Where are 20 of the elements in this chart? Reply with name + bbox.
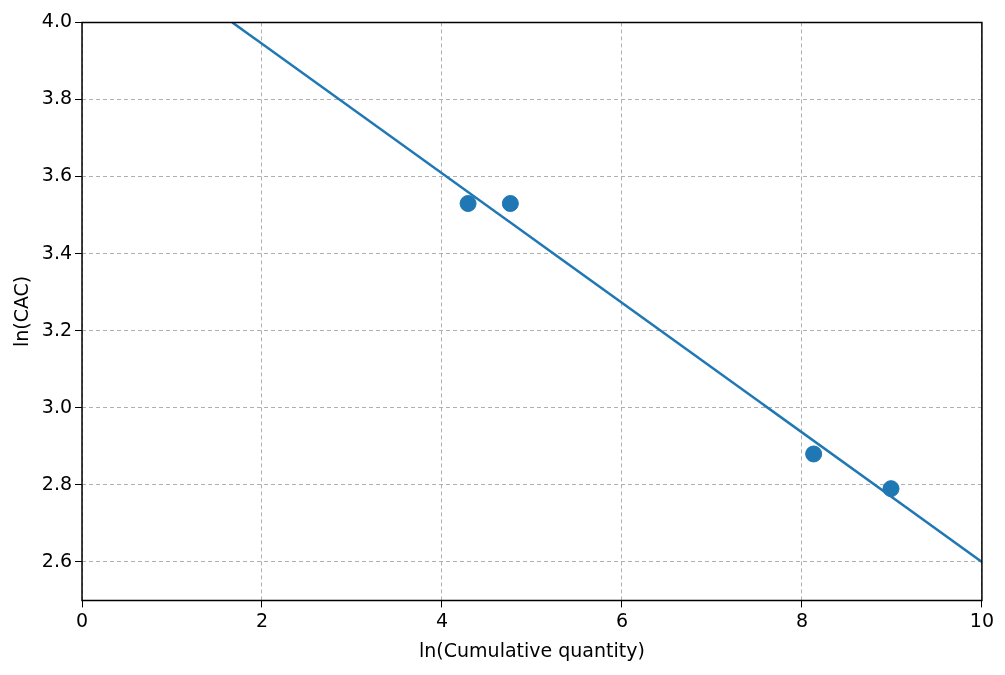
y-tick-label: 3.2 [41, 317, 73, 340]
point [882, 480, 900, 498]
x-tick-label: 2 [255, 608, 269, 631]
x-tick-label: 10 [969, 608, 995, 631]
x-axis-title: ln(Cumulative quantity) [419, 638, 645, 661]
y-tick-label: 2.6 [41, 548, 73, 571]
x-tick-label: 8 [795, 608, 808, 631]
y-tick-label: 3.0 [41, 394, 73, 417]
point [459, 195, 477, 213]
x-tick-label: 6 [615, 608, 628, 631]
x-tick-label: 0 [75, 608, 89, 631]
y-tick-label: 4.0 [41, 9, 73, 32]
y-tick-label: 3.6 [41, 163, 73, 186]
point [501, 195, 519, 213]
y-tick-label: 2.8 [41, 471, 73, 494]
y-tick-label: 3.4 [41, 240, 73, 263]
x-tick-label: 4 [435, 608, 449, 631]
y-axis-title: ln(CAC) [10, 275, 33, 348]
y-tick-label: 3.8 [41, 86, 73, 109]
point [805, 445, 823, 463]
